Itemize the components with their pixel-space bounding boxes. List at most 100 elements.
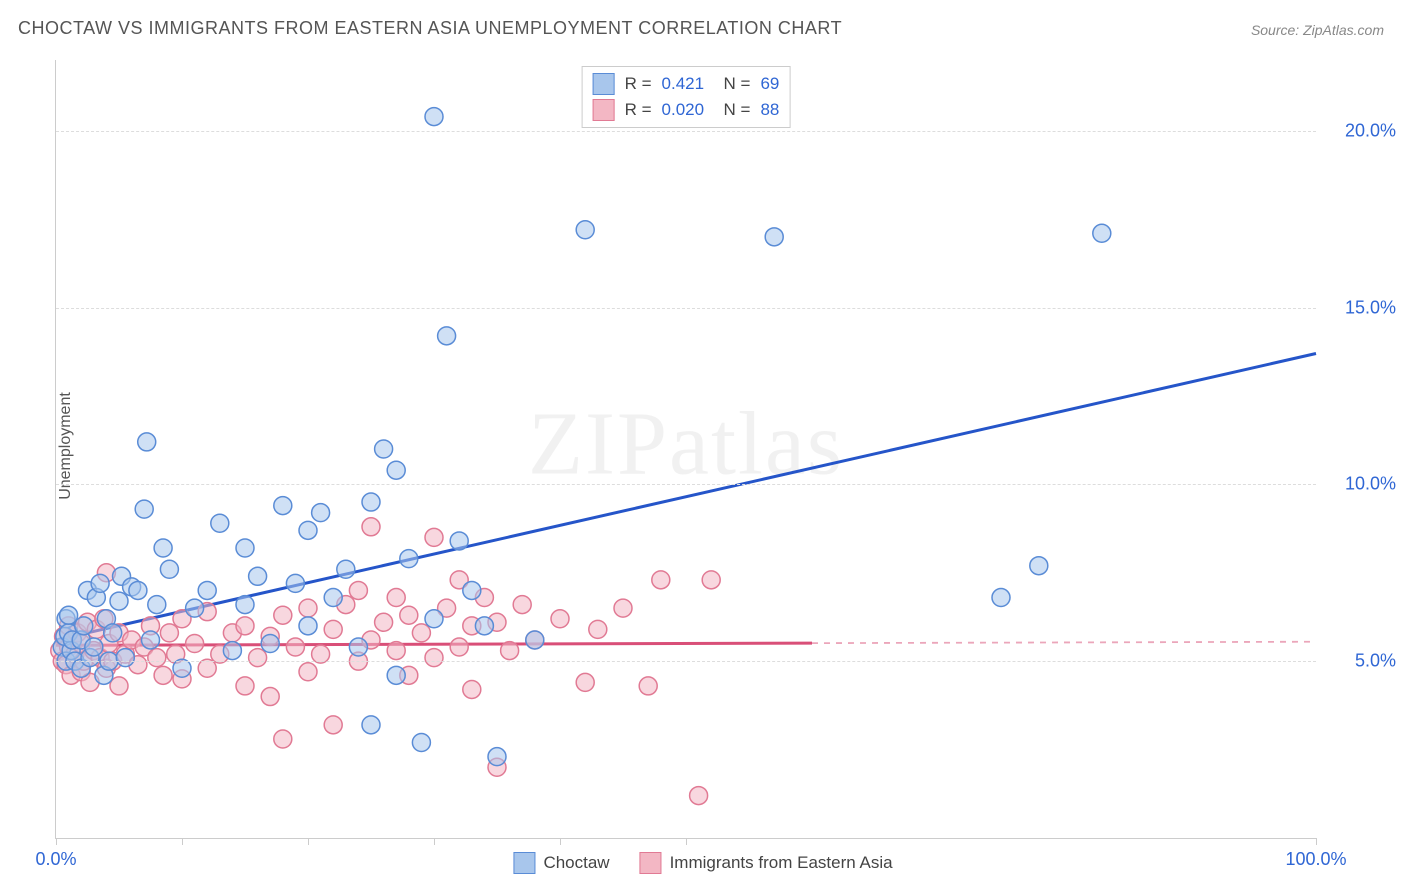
gridline-h bbox=[56, 131, 1316, 132]
scatter-point bbox=[148, 596, 166, 614]
y-tick-label: 20.0% bbox=[1326, 120, 1396, 141]
scatter-point bbox=[154, 539, 172, 557]
series-legend-item-immigrants: Immigrants from Eastern Asia bbox=[640, 852, 893, 874]
legend-swatch-immigrants bbox=[593, 99, 615, 121]
series-legend-item-choctaw: Choctaw bbox=[513, 852, 609, 874]
y-tick-label: 15.0% bbox=[1326, 297, 1396, 318]
scatter-point bbox=[375, 440, 393, 458]
scatter-point bbox=[425, 108, 443, 126]
x-tick bbox=[686, 838, 687, 845]
scatter-point bbox=[60, 606, 78, 624]
scatter-point bbox=[551, 610, 569, 628]
scatter-point bbox=[104, 624, 122, 642]
scatter-point bbox=[138, 433, 156, 451]
gridline-h bbox=[56, 484, 1316, 485]
scatter-point bbox=[223, 642, 241, 660]
plot-area: ZIPatlas R = 0.421 N = 69 R = 0.020 N = … bbox=[55, 60, 1316, 839]
n-value-immigrants: 88 bbox=[760, 100, 779, 120]
scatter-point bbox=[286, 638, 304, 656]
scatter-point bbox=[387, 461, 405, 479]
scatter-point bbox=[211, 514, 229, 532]
scatter-point bbox=[349, 638, 367, 656]
scatter-point bbox=[299, 617, 317, 635]
scatter-point bbox=[337, 560, 355, 578]
chart-title: CHOCTAW VS IMMIGRANTS FROM EASTERN ASIA … bbox=[18, 18, 842, 39]
scatter-point bbox=[690, 787, 708, 805]
scatter-point bbox=[576, 673, 594, 691]
scatter-point bbox=[438, 327, 456, 345]
series-legend-label: Choctaw bbox=[543, 853, 609, 873]
r-value-immigrants: 0.020 bbox=[662, 100, 705, 120]
scatter-point bbox=[652, 571, 670, 589]
legend-swatch-choctaw bbox=[513, 852, 535, 874]
scatter-point bbox=[992, 589, 1010, 607]
scatter-point bbox=[110, 592, 128, 610]
scatter-point bbox=[639, 677, 657, 695]
r-label: R = bbox=[625, 74, 652, 94]
scatter-point bbox=[1030, 557, 1048, 575]
scatter-point bbox=[400, 550, 418, 568]
r-label: R = bbox=[625, 100, 652, 120]
r-value-choctaw: 0.421 bbox=[662, 74, 705, 94]
x-tick-label: 100.0% bbox=[1285, 849, 1346, 870]
scatter-point bbox=[160, 624, 178, 642]
scatter-point bbox=[450, 532, 468, 550]
n-label: N = bbox=[714, 74, 750, 94]
scatter-point bbox=[236, 677, 254, 695]
scatter-point bbox=[1093, 224, 1111, 242]
scatter-point bbox=[91, 574, 109, 592]
correlation-legend: R = 0.421 N = 69 R = 0.020 N = 88 bbox=[582, 66, 791, 128]
scatter-point bbox=[425, 649, 443, 667]
scatter-point bbox=[85, 638, 103, 656]
scatter-point bbox=[513, 596, 531, 614]
correlation-legend-row-2: R = 0.020 N = 88 bbox=[593, 97, 780, 123]
scatter-point bbox=[488, 748, 506, 766]
scatter-svg bbox=[56, 60, 1316, 838]
scatter-point bbox=[614, 599, 632, 617]
scatter-point bbox=[249, 649, 267, 667]
scatter-point bbox=[129, 581, 147, 599]
scatter-point bbox=[198, 581, 216, 599]
scatter-point bbox=[765, 228, 783, 246]
legend-swatch-immigrants bbox=[640, 852, 662, 874]
scatter-point bbox=[186, 635, 204, 653]
scatter-point bbox=[236, 617, 254, 635]
scatter-point bbox=[501, 642, 519, 660]
scatter-point bbox=[299, 663, 317, 681]
scatter-point bbox=[116, 649, 134, 667]
legend-swatch-choctaw bbox=[593, 73, 615, 95]
series-legend: Choctaw Immigrants from Eastern Asia bbox=[513, 852, 892, 874]
scatter-point bbox=[387, 589, 405, 607]
scatter-point bbox=[425, 610, 443, 628]
scatter-point bbox=[324, 620, 342, 638]
scatter-point bbox=[249, 567, 267, 585]
trend-line-immigrants-from-eastern-asia bbox=[56, 643, 812, 645]
x-tick bbox=[56, 838, 57, 845]
scatter-point bbox=[463, 680, 481, 698]
scatter-point bbox=[148, 649, 166, 667]
scatter-point bbox=[261, 688, 279, 706]
scatter-point bbox=[387, 642, 405, 660]
scatter-point bbox=[324, 589, 342, 607]
y-tick-label: 10.0% bbox=[1326, 474, 1396, 495]
scatter-point bbox=[135, 500, 153, 518]
scatter-point bbox=[576, 221, 594, 239]
scatter-point bbox=[400, 606, 418, 624]
scatter-point bbox=[362, 716, 380, 734]
scatter-point bbox=[236, 539, 254, 557]
x-tick bbox=[1316, 838, 1317, 845]
scatter-point bbox=[236, 596, 254, 614]
scatter-point bbox=[286, 574, 304, 592]
scatter-point bbox=[142, 631, 160, 649]
gridline-h bbox=[56, 661, 1316, 662]
scatter-point bbox=[387, 666, 405, 684]
scatter-point bbox=[312, 504, 330, 522]
scatter-point bbox=[274, 606, 292, 624]
n-label: N = bbox=[714, 100, 750, 120]
scatter-point bbox=[475, 617, 493, 635]
scatter-point bbox=[186, 599, 204, 617]
scatter-point bbox=[463, 581, 481, 599]
scatter-point bbox=[526, 631, 544, 649]
scatter-point bbox=[274, 497, 292, 515]
scatter-point bbox=[324, 716, 342, 734]
